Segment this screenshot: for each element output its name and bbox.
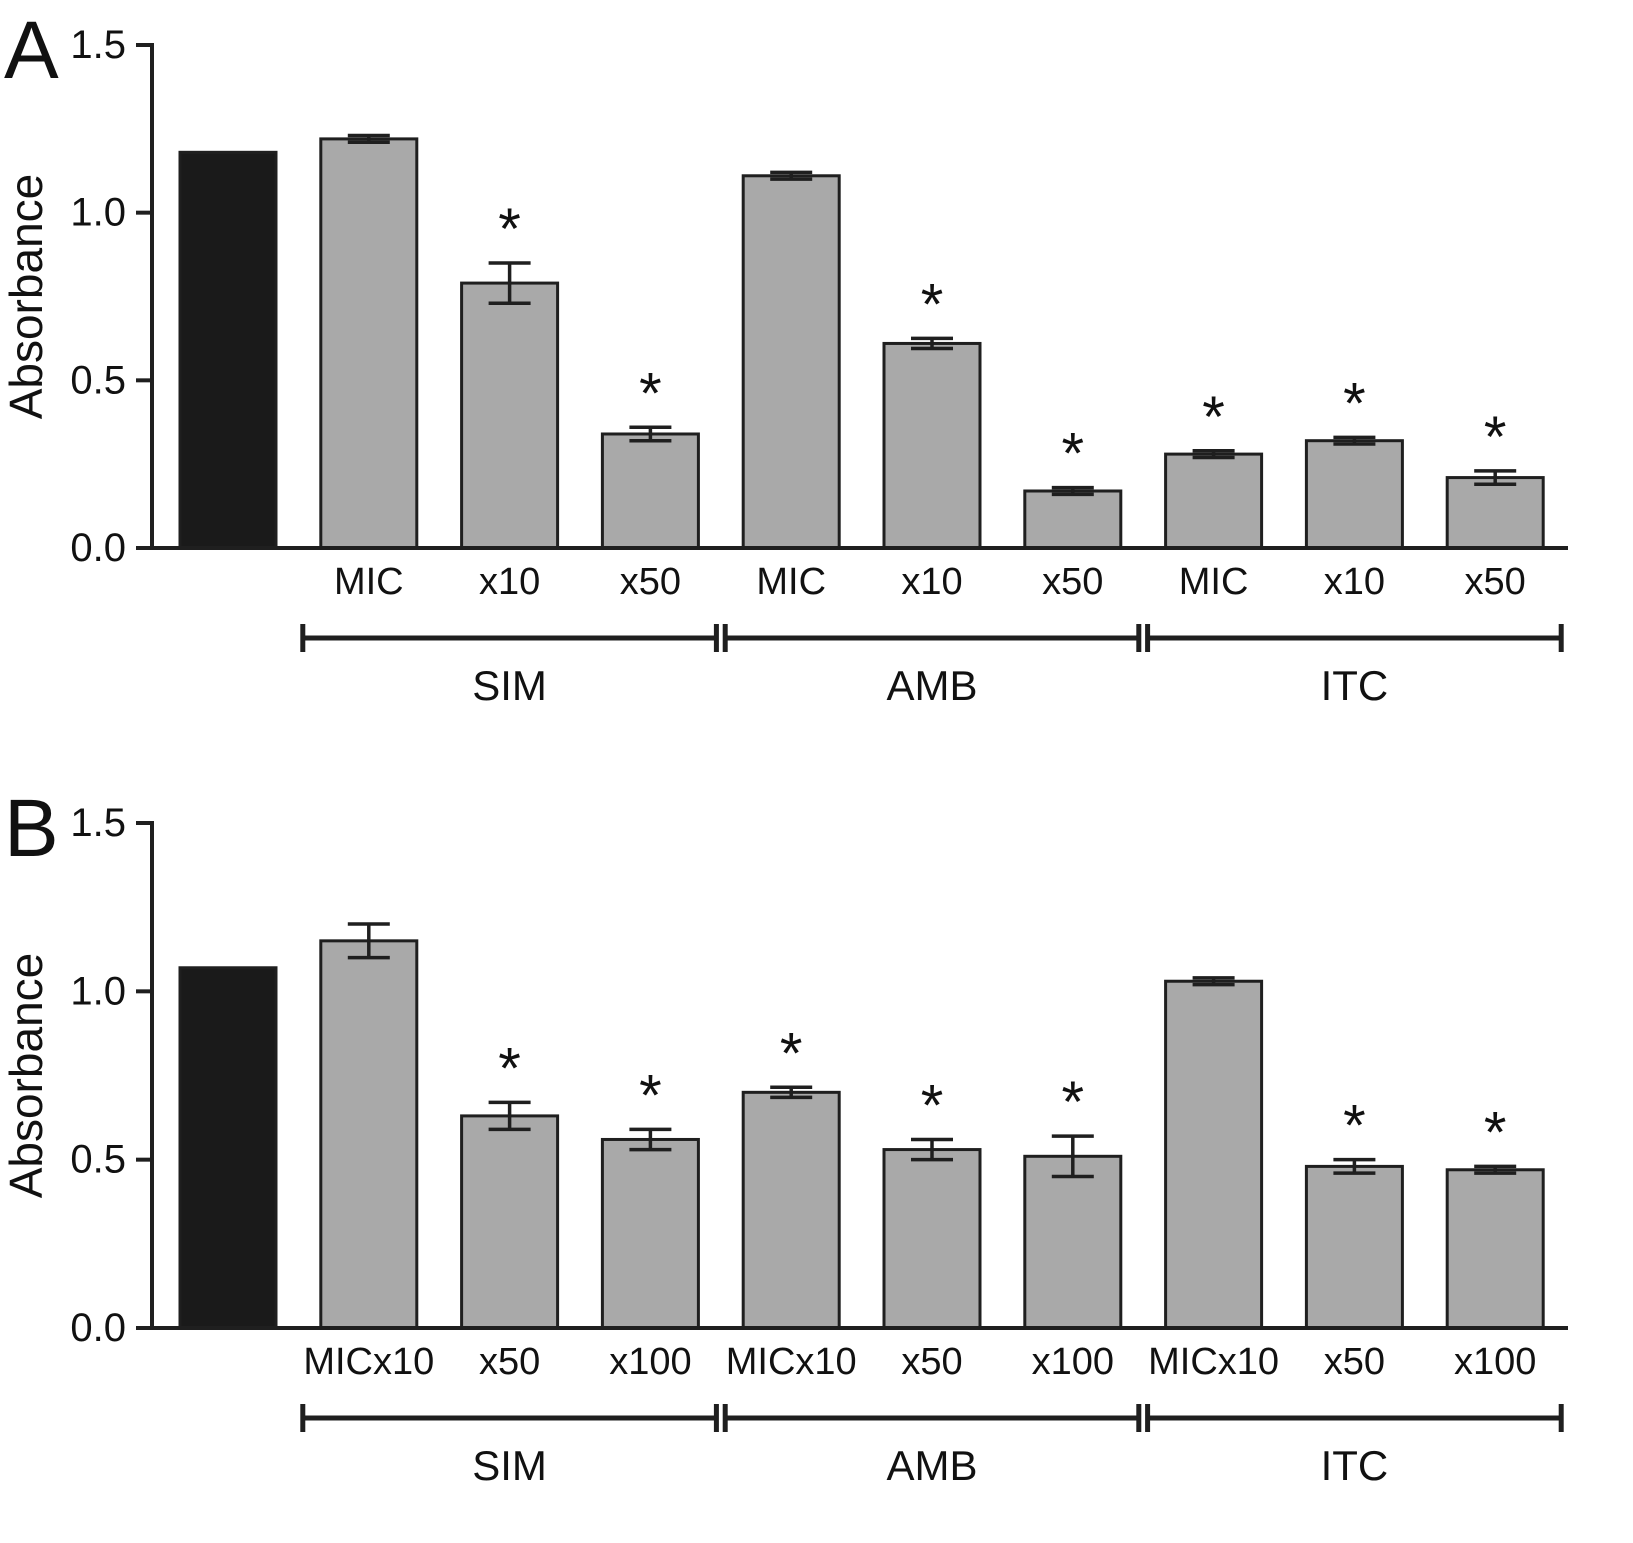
bar [319, 137, 419, 550]
x-tick-label: x50 [901, 1341, 962, 1383]
bar [1304, 439, 1404, 550]
x-tick-label: MICx10 [726, 1341, 857, 1383]
panel-b-chart: MICx10 * x50 * x100 * MICx10 * x50 * x100 MICx10 * x5… [0, 783, 1568, 1489]
bar [1023, 1154, 1123, 1330]
bar [882, 341, 982, 550]
significance-asterisk: * [1202, 385, 1225, 450]
significance-asterisk: * [780, 1021, 803, 1086]
significance-asterisk: * [1343, 1094, 1366, 1159]
bar [460, 281, 560, 550]
x-tick-label: x50 [1042, 561, 1103, 603]
significance-asterisk: * [639, 1063, 662, 1128]
bar [460, 1114, 560, 1330]
panel-a-chart: MIC * x10 * x50 MIC * x10 * x50 * MIC * x10 * x50 0.0 0.5… [0, 5, 1568, 709]
group-label: SIM [472, 662, 547, 709]
x-tick-label: x50 [479, 1341, 540, 1383]
significance-asterisk: * [1062, 1070, 1085, 1135]
bar [1164, 979, 1264, 1330]
significance-asterisk: * [498, 1036, 521, 1101]
x-tick-label: MICx10 [1148, 1341, 1279, 1383]
y-tick-label: 1.5 [70, 801, 126, 845]
significance-asterisk: * [1484, 405, 1507, 470]
y-tick-label: 1.5 [70, 23, 126, 67]
control-bar [178, 150, 278, 550]
y-axis-label: Absorbance [0, 174, 52, 420]
y-axis-label: Absorbance [0, 953, 52, 1199]
group-label: AMB [886, 662, 977, 709]
bar [882, 1148, 982, 1330]
bar [1164, 452, 1264, 550]
significance-asterisk: * [1484, 1100, 1507, 1165]
group-label: ITC [1321, 662, 1389, 709]
bar [741, 174, 841, 550]
bar [600, 432, 700, 550]
x-tick-label: x100 [1032, 1341, 1114, 1383]
panel-letter: B [4, 783, 59, 874]
x-tick-label: x50 [620, 561, 681, 603]
panel-letter: A [4, 5, 59, 96]
x-tick-label: MICx10 [303, 1341, 434, 1383]
bar [1445, 1168, 1545, 1330]
x-tick-label: x50 [1465, 561, 1526, 603]
x-tick-label: x100 [1454, 1341, 1536, 1383]
significance-asterisk: * [1343, 371, 1366, 436]
significance-asterisk: * [921, 1073, 944, 1138]
y-tick-label: 0.5 [70, 1138, 126, 1182]
group-label: AMB [886, 1442, 977, 1489]
x-tick-label: x10 [479, 561, 540, 603]
x-tick-label: x50 [1324, 1341, 1385, 1383]
x-tick-label: MIC [756, 561, 826, 603]
bar [600, 1137, 700, 1330]
bar [1304, 1164, 1404, 1330]
group-label: SIM [472, 1442, 547, 1489]
x-tick-label: MIC [1179, 561, 1249, 603]
significance-asterisk: * [498, 197, 521, 262]
bar [1445, 476, 1545, 550]
significance-asterisk: * [921, 272, 944, 337]
x-tick-label: x10 [1324, 561, 1385, 603]
y-tick-label: 1.0 [70, 969, 126, 1013]
y-tick-label: 1.0 [70, 191, 126, 235]
y-tick-label: 0.0 [70, 526, 126, 570]
x-tick-label: x100 [609, 1341, 691, 1383]
significance-asterisk: * [639, 361, 662, 426]
bar [741, 1090, 841, 1330]
y-tick-label: 0.0 [70, 1306, 126, 1350]
significance-asterisk: * [1062, 422, 1085, 487]
x-tick-label: x10 [901, 561, 962, 603]
bar [319, 939, 419, 1330]
bar [1023, 489, 1123, 550]
y-tick-label: 0.5 [70, 358, 126, 402]
group-label: ITC [1321, 1442, 1389, 1489]
control-bar [178, 966, 278, 1330]
x-tick-label: MIC [334, 561, 404, 603]
